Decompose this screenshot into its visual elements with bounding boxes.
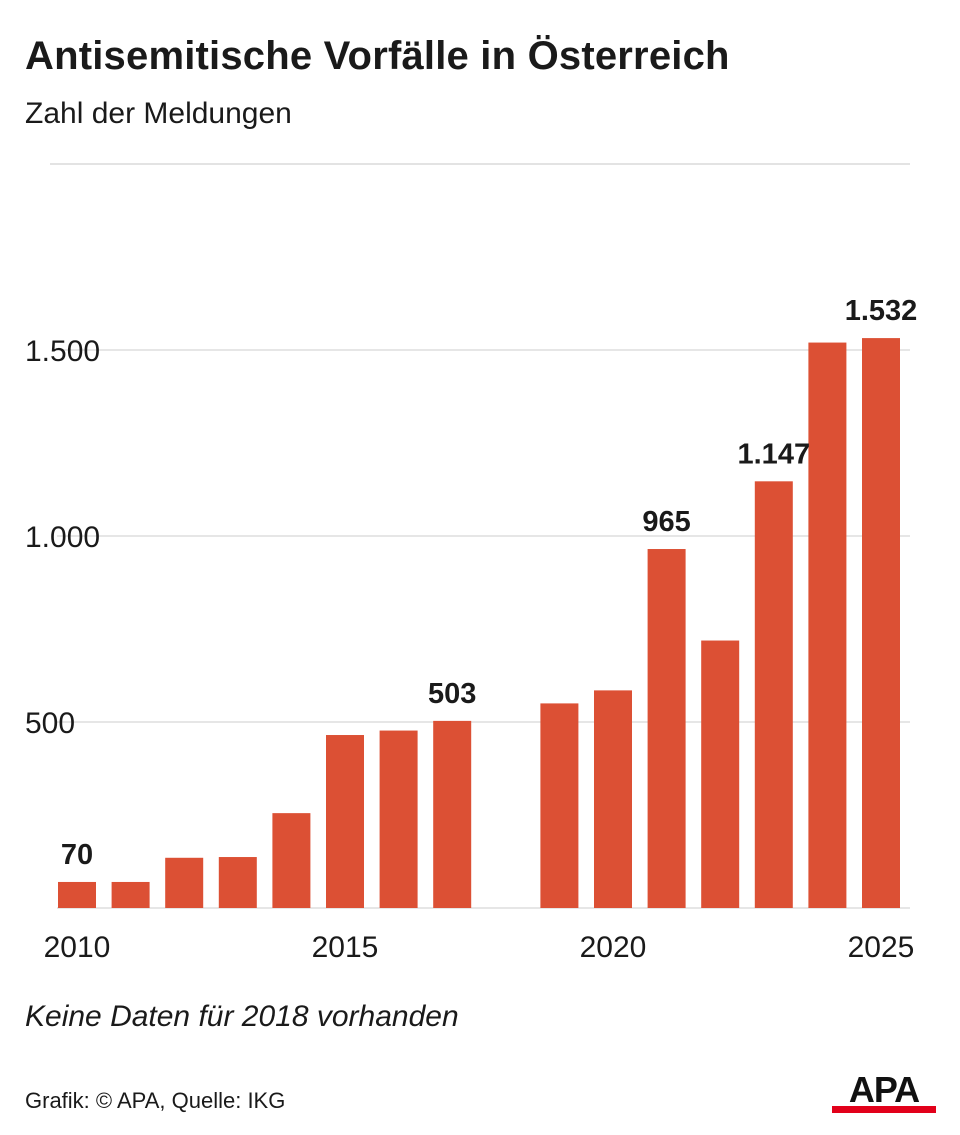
chart-title: Antisemitische Vorfälle in Österreich (25, 34, 730, 78)
y-tick-label: 1.500 (25, 335, 100, 368)
bar-2024 (808, 342, 847, 908)
apa-logo-text: APA (849, 1072, 920, 1110)
bar-2023 (754, 481, 793, 908)
bar-2025 (862, 338, 900, 908)
data-label-2021: 965 (642, 506, 690, 538)
apa-logo: APA (832, 1072, 936, 1113)
y-tick-label: 1.000 (25, 521, 100, 554)
bar-2016 (379, 730, 418, 908)
missing-data-note: Keine Daten für 2018 vorhanden (25, 1000, 459, 1033)
x-tick-label-2015: 2015 (312, 931, 379, 964)
bar-2011 (111, 881, 150, 908)
bar-chart: 500 1.000 1.500 70 503 965 1.147 1.532 2010 2015 2… (25, 295, 918, 964)
header-divider (50, 163, 910, 165)
source-credit: Grafik: © APA, Quelle: IKG (25, 1088, 286, 1113)
data-label-2025: 1.532 (845, 295, 918, 327)
apa-logo-bar (832, 1106, 936, 1113)
y-tick-label: 500 (25, 707, 75, 740)
bar-2017 (433, 720, 472, 908)
bar-2010 (58, 881, 96, 908)
chart-subtitle: Zahl der Meldungen (25, 97, 292, 130)
bar-2012 (165, 857, 204, 908)
x-tick-label-2025: 2025 (848, 931, 915, 964)
bar-2021 (647, 549, 686, 908)
data-label-2010: 70 (61, 839, 93, 871)
bar-2013 (218, 857, 257, 908)
bar-2019 (540, 703, 579, 908)
bar-2014 (272, 813, 311, 908)
x-tick-label-2020: 2020 (580, 931, 647, 964)
data-label-2017: 503 (428, 678, 476, 710)
data-label-2023: 1.147 (738, 438, 811, 470)
bar-2022 (701, 640, 740, 908)
bar-2015 (326, 735, 364, 908)
bar-2020 (594, 690, 632, 908)
x-tick-label-2010: 2010 (44, 931, 111, 964)
